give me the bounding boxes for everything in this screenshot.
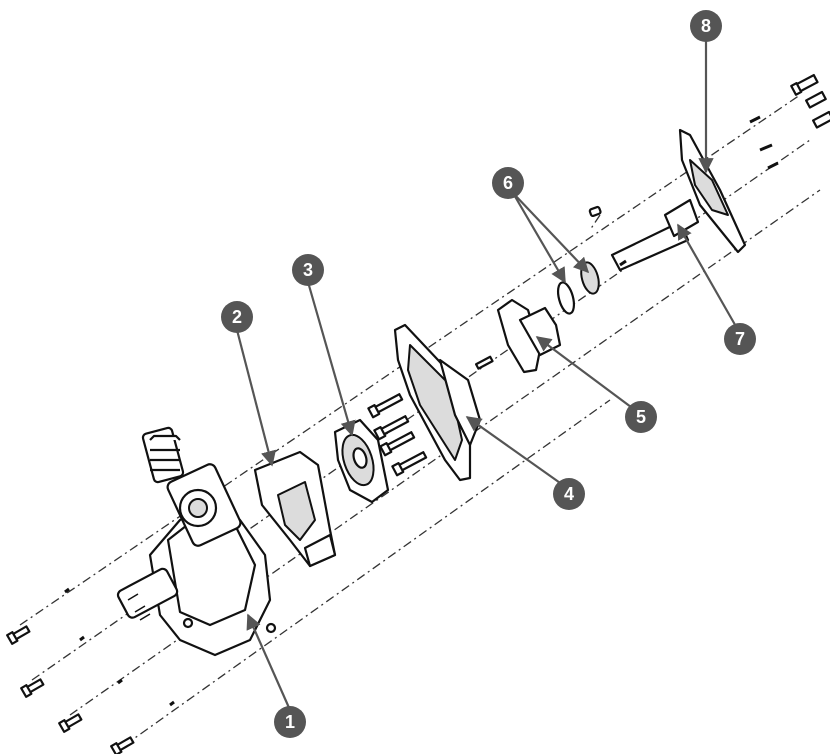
callout-7-label: 7 — [735, 329, 745, 349]
callout-8-label: 8 — [701, 16, 711, 36]
seal-housing-part — [496, 298, 562, 374]
leader-lines — [235, 37, 739, 711]
callout-1-label: 1 — [285, 712, 295, 732]
callout-3-label: 3 — [303, 260, 313, 280]
hardware-screws — [619, 73, 830, 267]
callout-8: 8 — [690, 10, 722, 42]
callout-6-label: 6 — [503, 173, 513, 193]
housing-bolts — [6, 587, 175, 754]
adapter-plate-part — [393, 323, 482, 482]
callout-4-label: 4 — [564, 484, 574, 504]
callout-3: 3 — [292, 254, 324, 286]
callout-2-label: 2 — [232, 307, 242, 327]
callout-6: 6 — [492, 167, 524, 199]
mounting-bolts — [367, 355, 494, 477]
callout-5: 5 — [625, 401, 657, 433]
callout-2: 2 — [221, 301, 253, 333]
pump-housing-part — [116, 426, 277, 657]
volute-liner-part — [253, 450, 337, 568]
callout-5-label: 5 — [636, 407, 646, 427]
shaft-part — [610, 198, 700, 272]
callout-4: 4 — [553, 478, 585, 510]
callout-1: 1 — [274, 706, 306, 738]
callout-7: 7 — [724, 323, 756, 355]
mounting-flange-part — [678, 128, 747, 254]
